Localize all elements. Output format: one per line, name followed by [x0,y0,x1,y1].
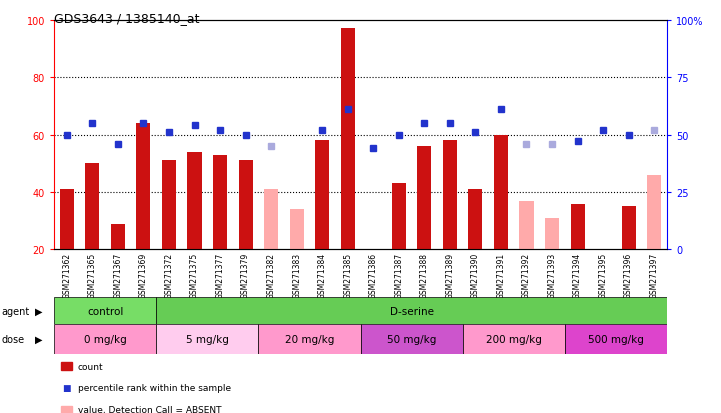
Text: control: control [87,306,123,316]
Bar [360,324,463,354]
Bar [647,176,661,250]
Bar [156,324,258,354]
Bar [54,297,156,324]
Text: GSM271397: GSM271397 [650,252,659,298]
Text: GSM271383: GSM271383 [292,252,301,298]
Text: GSM271385: GSM271385 [343,252,353,298]
Text: GSM271384: GSM271384 [318,252,327,298]
Text: GSM271369: GSM271369 [139,252,148,298]
Bar [136,124,151,250]
Bar [315,141,329,250]
Text: 500 mg/kg: 500 mg/kg [588,334,644,344]
Text: count: count [78,362,104,371]
Text: GSM271390: GSM271390 [471,252,480,298]
Bar [545,218,559,250]
Text: value, Detection Call = ABSENT: value, Detection Call = ABSENT [78,405,221,413]
Text: 50 mg/kg: 50 mg/kg [387,334,436,344]
Text: GSM271387: GSM271387 [394,252,403,298]
Text: GSM271395: GSM271395 [598,252,608,298]
Text: dose: dose [1,334,25,344]
Bar [156,297,667,324]
Text: GSM271382: GSM271382 [267,252,275,298]
Text: GSM271377: GSM271377 [216,252,224,298]
Bar [85,164,99,250]
Text: ▶: ▶ [35,334,42,344]
Bar [463,324,565,354]
Bar [565,324,667,354]
Bar [570,204,585,250]
Bar [213,155,227,250]
Bar [258,324,360,354]
Text: GSM271394: GSM271394 [573,252,582,298]
Bar [111,224,125,250]
Bar [392,184,406,250]
Text: 0 mg/kg: 0 mg/kg [84,334,126,344]
Bar [443,141,457,250]
Text: GSM271367: GSM271367 [113,252,123,298]
Bar [417,147,431,250]
Text: GSM271362: GSM271362 [62,252,71,298]
Bar [290,210,304,250]
Text: GSM271392: GSM271392 [522,252,531,298]
Text: GSM271393: GSM271393 [547,252,557,298]
Text: GSM271389: GSM271389 [446,252,454,298]
Text: percentile rank within the sample: percentile rank within the sample [78,383,231,392]
Text: GSM271379: GSM271379 [241,252,250,298]
Bar [519,201,534,250]
Text: 20 mg/kg: 20 mg/kg [285,334,334,344]
Text: 200 mg/kg: 200 mg/kg [486,334,541,344]
Bar [494,135,508,250]
Text: GSM271372: GSM271372 [164,252,174,298]
Text: 5 mg/kg: 5 mg/kg [186,334,229,344]
Bar [60,190,74,250]
Text: GSM271365: GSM271365 [88,252,97,298]
Text: GSM271396: GSM271396 [624,252,633,298]
Text: agent: agent [1,306,30,316]
Bar [622,207,636,250]
Text: ▶: ▶ [35,306,42,316]
Bar [239,161,252,250]
Bar [187,152,202,250]
Bar [469,190,482,250]
Text: GSM271388: GSM271388 [420,252,429,298]
Text: D-serine: D-serine [389,306,433,316]
Bar [54,324,156,354]
Bar [162,161,176,250]
Text: ■: ■ [63,383,71,392]
Text: GSM271386: GSM271386 [368,252,378,298]
Text: GSM271391: GSM271391 [497,252,505,298]
Bar [341,29,355,250]
Bar [264,190,278,250]
Text: GDS3643 / 1385140_at: GDS3643 / 1385140_at [54,12,200,25]
Text: GSM271375: GSM271375 [190,252,199,298]
